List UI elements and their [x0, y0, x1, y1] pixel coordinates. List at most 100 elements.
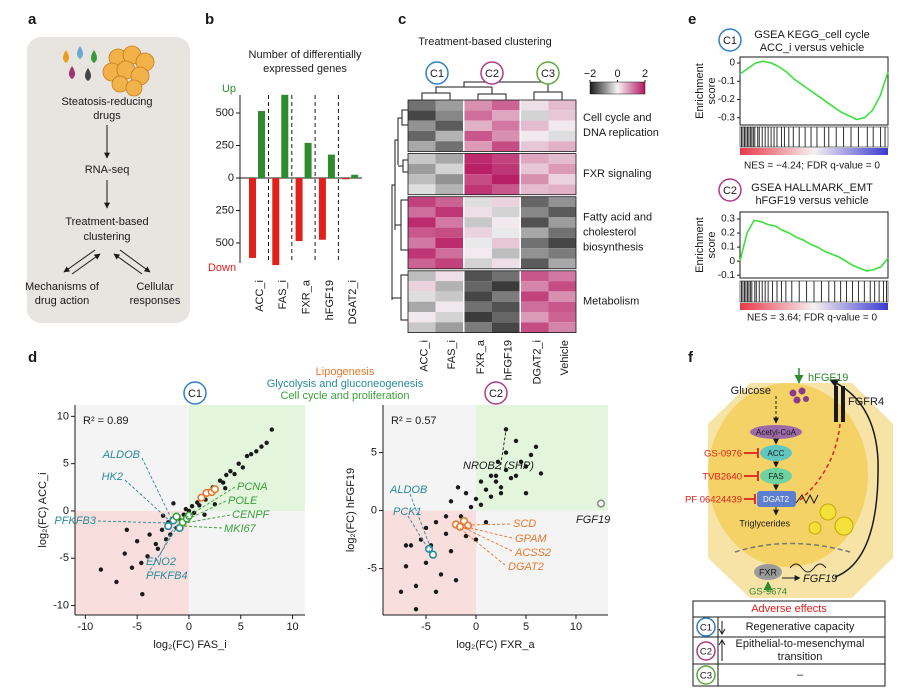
heatmap-cell: [464, 258, 492, 269]
point: [503, 467, 509, 473]
chart-title: hFGF19 versus vehicle: [755, 195, 868, 207]
cluster-badge: [536, 61, 560, 85]
dendrogram: [391, 81, 563, 321]
point: [202, 512, 207, 517]
heatmap-cell: [464, 227, 492, 238]
point: [423, 525, 429, 531]
drug-drop: [85, 68, 91, 81]
legend-entry: Glycolysis and gluconeogenesis: [267, 378, 424, 390]
heatmap-cell: [492, 120, 520, 131]
y-tick-label: 0: [729, 256, 735, 267]
y-tick-label: -10: [53, 599, 69, 611]
receptor: [841, 386, 845, 422]
point: [244, 453, 250, 459]
heatmap-cell: [521, 227, 549, 238]
table-frame: [692, 600, 886, 687]
heatmap-cell: [548, 207, 576, 218]
y-tick-label: -5: [367, 562, 377, 574]
heatmap-cell: [435, 174, 463, 185]
point: [403, 564, 409, 569]
heatmap-cell: [521, 312, 549, 323]
ligand-dots: [789, 387, 809, 404]
point: [134, 539, 140, 544]
point: [189, 504, 195, 509]
point: [139, 560, 144, 566]
point: [468, 504, 474, 510]
heatmap-cell: [548, 217, 576, 228]
heatmap-cell: [408, 100, 436, 111]
x-tick-label: FXR_a: [475, 339, 487, 374]
point: [448, 499, 454, 504]
heatmap-cell: [492, 237, 520, 249]
heatmap-cell: [521, 237, 549, 249]
gene-label: ACSS2: [514, 547, 551, 559]
step-label: responses: [130, 295, 181, 307]
heatmap-cell: [408, 196, 436, 207]
x-tick-label: 0: [473, 621, 479, 633]
cell-cluster: [102, 45, 155, 97]
group-frame: [407, 196, 577, 270]
point: [223, 486, 228, 491]
leader-line: [407, 515, 431, 553]
point: [493, 479, 499, 484]
arrow: [113, 253, 143, 275]
point: [269, 427, 275, 432]
heatmap-cell: [492, 130, 520, 142]
heatmap-cell: [521, 217, 549, 228]
point: [513, 438, 519, 444]
heatmap-cell: [408, 141, 436, 152]
point: [508, 475, 514, 481]
point: [413, 583, 419, 589]
table-cell: Regenerative capacity: [746, 621, 855, 633]
y-tick-label: 5: [63, 458, 69, 470]
heatmap-cell: [435, 100, 463, 111]
x-tick-label: FAS_i: [446, 340, 458, 369]
point: [483, 487, 489, 492]
point: [184, 511, 194, 520]
heatmap-cell: [492, 163, 520, 175]
heatmap-cell: [548, 312, 576, 323]
line: [739, 219, 889, 272]
leader-line: [186, 486, 236, 518]
heatmap-cell: [492, 153, 520, 164]
heatmap-cell: [521, 322, 549, 333]
agonist-label: GS-9674: [749, 587, 787, 598]
color-scale: [589, 81, 646, 95]
heatmap-cell: [435, 237, 463, 249]
point: [538, 471, 544, 476]
cluster-badge: [183, 381, 207, 405]
heatmap-cell: [548, 153, 576, 164]
group-frame: [407, 270, 577, 333]
gene-label: CENPF: [232, 509, 271, 521]
chart-title: expressed genes: [263, 63, 347, 75]
legend-entry: Cell cycle and proliferation: [280, 390, 409, 402]
bar: [327, 154, 335, 178]
leader-line: [159, 526, 175, 556]
cluster-label: C1: [700, 623, 712, 634]
heatmap-cell: [521, 174, 549, 185]
row-group-label: biosynthesis: [583, 242, 644, 254]
point: [122, 551, 127, 556]
point: [423, 560, 429, 565]
cluster-badge: [696, 665, 716, 685]
cluster-label: C3: [541, 68, 555, 80]
leader-line: [180, 525, 223, 529]
chart-title: Number of differentially: [249, 49, 362, 61]
point: [523, 490, 529, 496]
leader-line: [184, 514, 231, 524]
heatmap-cell: [435, 110, 463, 121]
metabolite-label: Acetyl-CoA: [756, 428, 797, 437]
table-header: Adverse effects: [751, 603, 827, 615]
x-tick-label: 0: [186, 621, 192, 633]
heatmap-cell: [408, 174, 436, 185]
step-label: Mechanisms of: [25, 281, 100, 293]
bar: [281, 94, 289, 178]
y-axis-label: score: [706, 78, 718, 105]
y-axis-label: score: [706, 232, 718, 259]
chart-title: GSEA HALLMARK_EMT: [751, 182, 873, 194]
heatmap-cell: [464, 291, 492, 302]
panel-label: a: [28, 11, 37, 28]
arrow: [71, 253, 101, 275]
x-tick-label: -5: [421, 621, 431, 633]
inhibitor-label: PF 06424439: [685, 495, 742, 506]
